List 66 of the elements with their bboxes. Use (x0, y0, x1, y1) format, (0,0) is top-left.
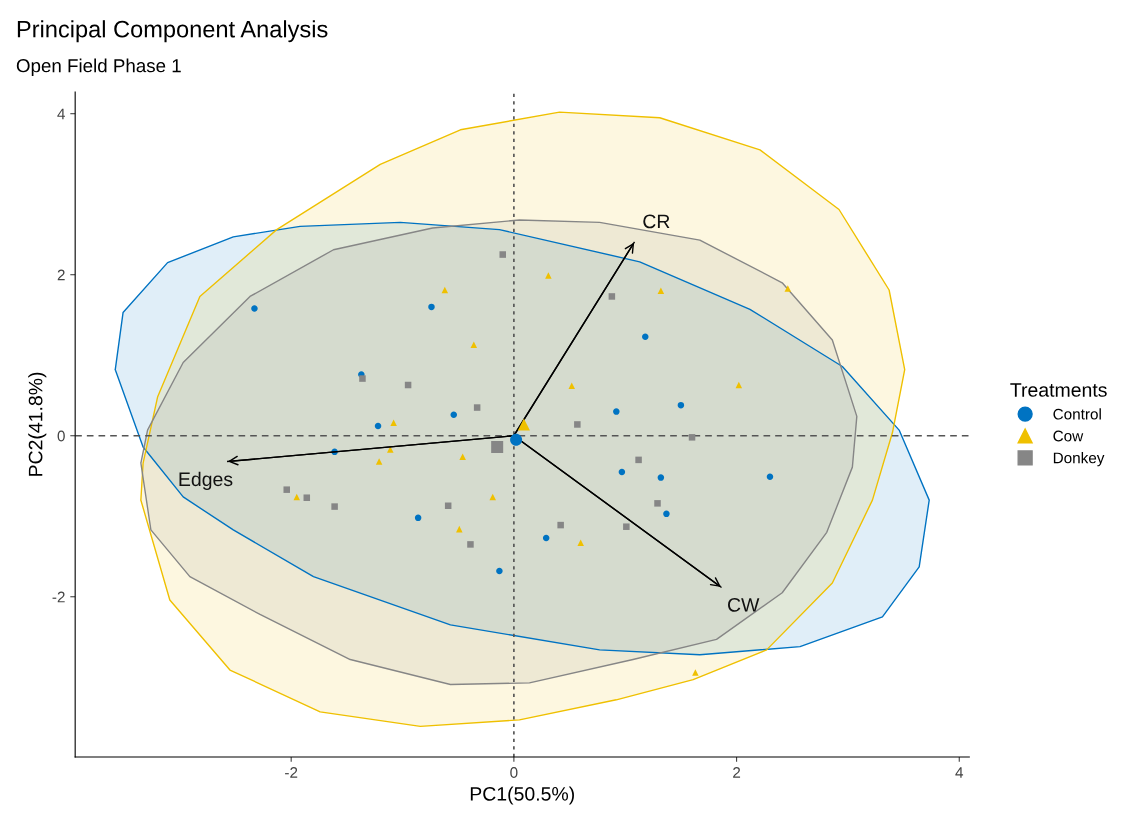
point (510, 433, 523, 446)
x-tick-label: 4 (955, 767, 964, 778)
series-label: Edges (179, 471, 233, 490)
point (251, 305, 258, 312)
point (692, 669, 699, 676)
point (467, 541, 474, 548)
point (557, 521, 564, 529)
point (542, 534, 550, 542)
series-label: CW (728, 597, 760, 612)
point (654, 500, 661, 507)
point (608, 293, 616, 300)
point (331, 503, 338, 510)
point (359, 375, 366, 382)
point (428, 303, 435, 311)
point (496, 567, 503, 575)
point (390, 419, 397, 427)
point (577, 539, 584, 547)
point (489, 493, 496, 501)
y-tick-label: 2 (57, 269, 65, 281)
point (657, 287, 665, 295)
x-tick-label: 0 (510, 767, 518, 778)
x-tick-label: 2 (733, 767, 741, 778)
series-label: CR (643, 214, 670, 229)
point (568, 382, 576, 390)
point (499, 251, 506, 258)
point (677, 401, 685, 409)
point (473, 404, 481, 411)
point (283, 486, 290, 493)
point (441, 286, 449, 294)
point (688, 434, 696, 441)
point (375, 458, 383, 465)
point (293, 493, 301, 501)
point (414, 514, 422, 522)
y-tick-label: -2 (52, 591, 65, 603)
point (613, 408, 620, 415)
point (545, 272, 552, 279)
point (517, 418, 530, 431)
point (735, 381, 743, 389)
point (574, 421, 581, 428)
point (657, 474, 665, 481)
point (618, 468, 626, 476)
y-tick-label: 0 (57, 430, 65, 442)
legend-title: Treatments (1010, 383, 1107, 397)
legend-label: Cow (1053, 430, 1084, 442)
legend-label: Donkey (1053, 452, 1105, 467)
y-axis-title: PC2(41.8%) (28, 372, 47, 476)
point (374, 422, 382, 430)
point (459, 453, 466, 460)
x-tick-label: -2 (285, 767, 298, 778)
point (303, 494, 311, 501)
point (450, 411, 458, 419)
chart-title: Principal Component Analysis (17, 20, 328, 43)
point (623, 523, 630, 530)
point (387, 446, 394, 453)
point (456, 525, 463, 533)
point (663, 510, 670, 518)
point (491, 440, 504, 454)
x-axis-title: PC1(50.5%) (470, 786, 574, 805)
point (635, 456, 642, 464)
point (470, 341, 478, 349)
point (784, 285, 792, 292)
chart-subtitle: Open Field Phase 1 (16, 58, 181, 77)
y-tick-label: 4 (57, 108, 66, 120)
legend-label: Control (1053, 408, 1101, 420)
point (642, 333, 649, 340)
point (766, 473, 774, 481)
